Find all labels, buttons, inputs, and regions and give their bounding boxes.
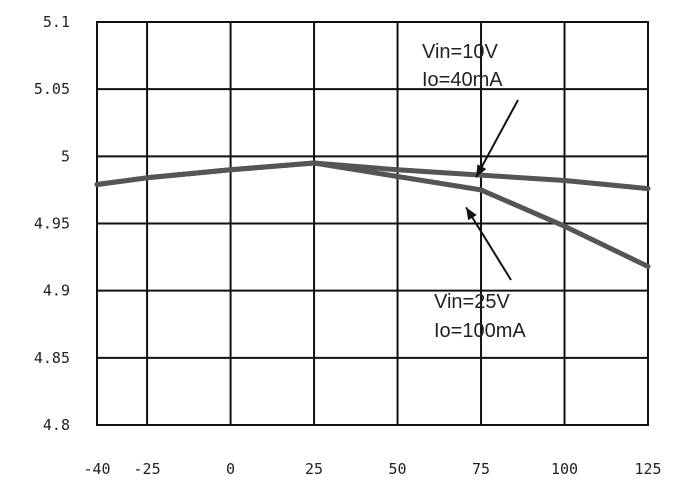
x-tick-label: 0 bbox=[226, 460, 235, 478]
y-tick-label: 4.8 bbox=[43, 416, 70, 434]
data-point-0-7 bbox=[647, 188, 649, 190]
y-tick-label: 4.95 bbox=[34, 215, 70, 233]
data-point-0-5 bbox=[480, 174, 482, 176]
plot-frame bbox=[96, 21, 649, 426]
annotation-arrow-1 bbox=[465, 206, 512, 281]
y-tick-label: 4.85 bbox=[34, 349, 70, 367]
data-point-1-3 bbox=[313, 162, 315, 164]
annotations: Vin=10V Io=40mA Vin=25V Io=100mA bbox=[422, 41, 526, 342]
annotation-line-1-1: Io=100mA bbox=[434, 320, 526, 342]
x-tick-label: 75 bbox=[472, 460, 490, 478]
data-point-0-4 bbox=[397, 169, 399, 171]
y-tick-label: 5 bbox=[61, 147, 70, 165]
annotation-arrow-0 bbox=[475, 99, 519, 178]
annotation-arrowhead-1 bbox=[466, 207, 477, 221]
annotation-label-0: Vin=10V Io=40mA bbox=[422, 41, 503, 91]
x-tick-label: 50 bbox=[389, 460, 407, 478]
y-tick-label: 5.05 bbox=[34, 80, 70, 98]
annotation-line-0-0: Vin=10V bbox=[422, 41, 498, 63]
data-point-1-4 bbox=[397, 175, 399, 177]
data-point-1-1 bbox=[146, 177, 148, 179]
series-line-1 bbox=[94, 160, 651, 269]
annotation-line-1-0: Vin=25V bbox=[434, 291, 510, 313]
data-point-1-5 bbox=[480, 189, 482, 191]
data-point-1-6 bbox=[564, 225, 566, 227]
annotation-label-1: Vin=25V Io=100mA bbox=[434, 291, 526, 342]
x-tick-label: -40 bbox=[83, 460, 110, 478]
annotation-arrowhead-0 bbox=[476, 164, 487, 178]
data-point-1-2 bbox=[230, 169, 232, 171]
x-tick-label: 25 bbox=[305, 460, 323, 478]
grid bbox=[96, 21, 649, 426]
x-tick-label: 125 bbox=[634, 460, 661, 478]
annotation-line-0-1: Io=40mA bbox=[422, 69, 503, 91]
y-tick-label: 5.1 bbox=[43, 13, 70, 31]
y-tick-label: 4.9 bbox=[43, 282, 70, 300]
tick-labels: -40 -25 0 25 50 75 100 125 5.1 5.05 5 4.95 4.9 4.85 4.… bbox=[34, 13, 662, 478]
x-tick-label: -25 bbox=[134, 460, 161, 478]
data-point-1-0 bbox=[96, 184, 98, 186]
data-point-0-6 bbox=[564, 180, 566, 182]
x-tick-label: 100 bbox=[551, 460, 578, 478]
series-layer bbox=[94, 160, 651, 269]
data-point-1-7 bbox=[647, 265, 649, 267]
